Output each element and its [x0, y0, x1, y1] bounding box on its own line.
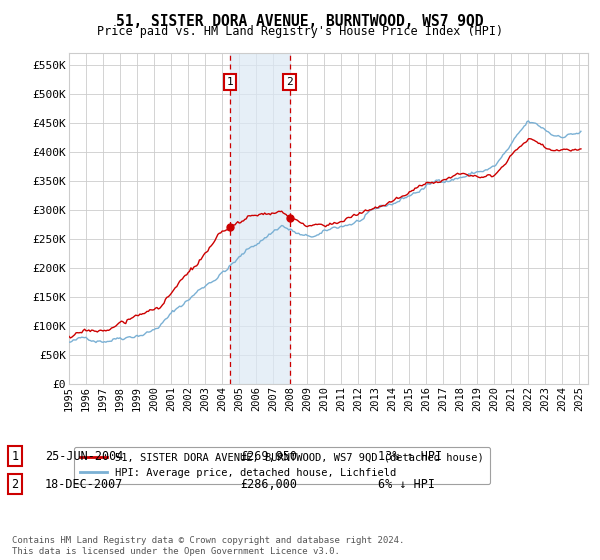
Text: 13% ↑ HPI: 13% ↑ HPI [378, 450, 442, 463]
Text: Contains HM Land Registry data © Crown copyright and database right 2024.
This d: Contains HM Land Registry data © Crown c… [12, 536, 404, 556]
Text: £286,000: £286,000 [240, 478, 297, 491]
Text: 51, SISTER DORA AVENUE, BURNTWOOD, WS7 9QD: 51, SISTER DORA AVENUE, BURNTWOOD, WS7 9… [116, 14, 484, 29]
Text: £269,950: £269,950 [240, 450, 297, 463]
Text: 6% ↓ HPI: 6% ↓ HPI [378, 478, 435, 491]
Text: 25-JUN-2004: 25-JUN-2004 [45, 450, 124, 463]
Text: 1: 1 [227, 77, 233, 87]
Text: 18-DEC-2007: 18-DEC-2007 [45, 478, 124, 491]
Text: Price paid vs. HM Land Registry's House Price Index (HPI): Price paid vs. HM Land Registry's House … [97, 25, 503, 38]
Text: 1: 1 [11, 450, 19, 463]
Bar [230, 53, 290, 384]
Text: 2: 2 [286, 77, 293, 87]
Text: 2: 2 [11, 478, 19, 491]
Legend: 51, SISTER DORA AVENUE, BURNTWOOD, WS7 9QD (detached house), HPI: Average price,: 51, SISTER DORA AVENUE, BURNTWOOD, WS7 9… [74, 447, 490, 484]
